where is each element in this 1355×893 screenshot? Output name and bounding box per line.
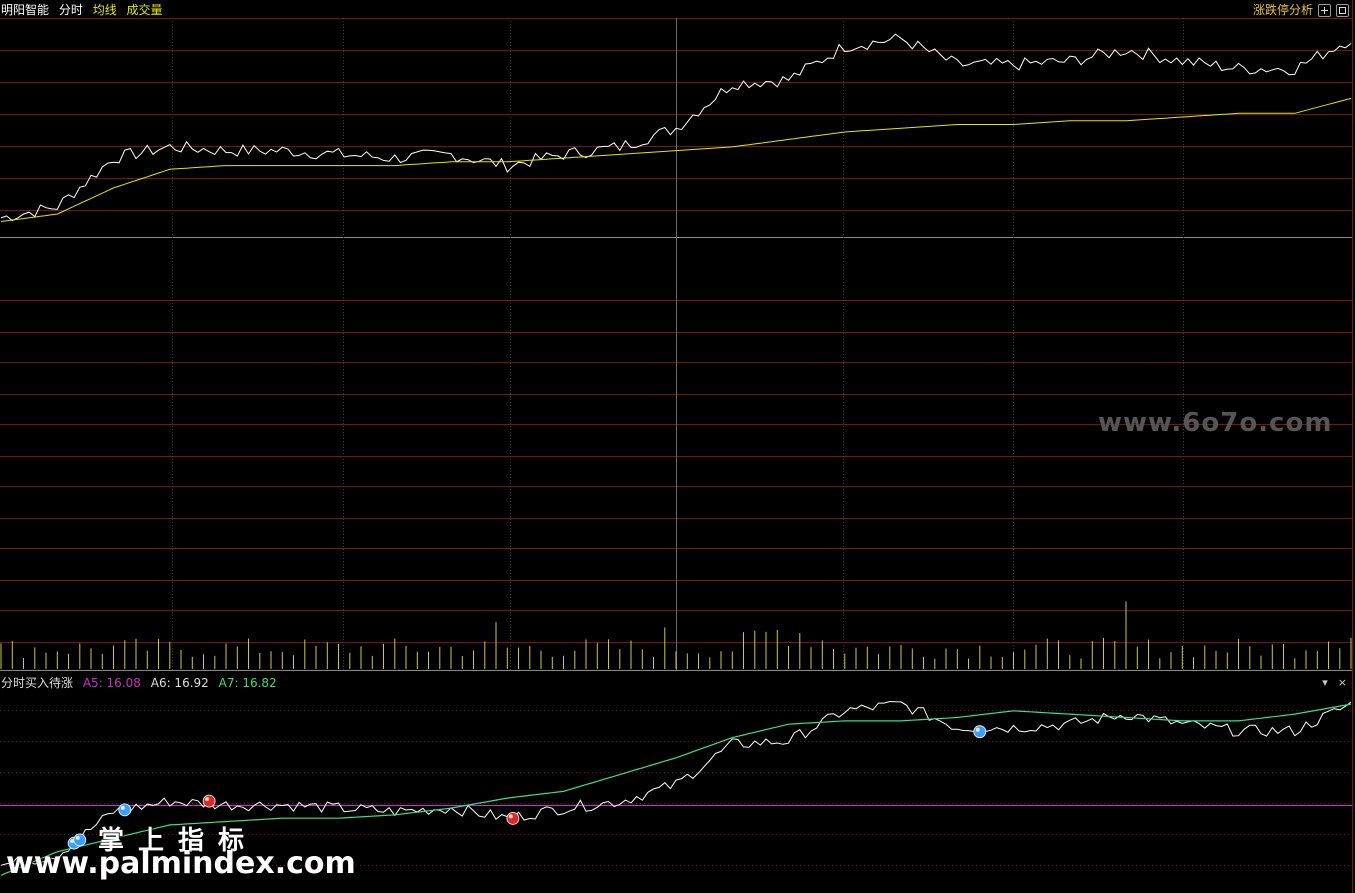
buy-marker-highlight [75,835,80,840]
buy-marker-highlight [120,805,125,810]
limit-analysis-link[interactable]: 涨跌停分析 [1252,3,1313,17]
chart-header: 明阳智能 分时 均线 成交量 [1,2,169,18]
zoom-in-icon[interactable] [1318,3,1331,17]
avg-line-label: 均线 [92,3,117,17]
watermark-cn: 掌上指标 [98,826,259,856]
mode-tab-intraday[interactable]: 分时 [58,3,83,17]
watermark-en: www.palmindex.com [6,846,356,881]
avg-price-line [0,97,1352,222]
volume-label: 成交量 [126,3,163,17]
indicator-a6: A6: 16.92 [150,676,209,690]
buy-marker-highlight [975,727,980,732]
buy-marker [118,803,132,817]
indicator-header: 分时买入待涨 A5: 16.08 A6: 16.92 A7: 16.82 [1,675,283,691]
indicator-price-line [0,700,1352,867]
sell-marker-highlight [508,814,513,819]
sell-marker [202,794,216,808]
indicator-name[interactable]: 分时买入待涨 [1,676,74,690]
sell-marker-highlight [205,797,210,802]
limit-analysis-panel: 涨跌停分析 [1253,2,1349,18]
indicator-a5: A5: 16.08 [82,676,141,690]
indicator-controls: ▾ × [1322,676,1347,689]
buy-marker [73,833,87,847]
indicator-a7: A7: 16.82 [218,676,277,690]
buy-marker-highlight [70,839,75,844]
collapse-icon[interactable]: ▾ [1322,676,1328,689]
close-icon[interactable]: × [1337,676,1347,689]
buy-marker [973,725,987,739]
sell-marker [506,812,520,825]
window-icon[interactable] [1336,3,1349,17]
watermark-top: www.6o7o.com [1098,408,1333,438]
price-line [0,33,1352,222]
stock-name: 明阳智能 [1,3,50,17]
indicator-smooth-line [0,703,1352,876]
